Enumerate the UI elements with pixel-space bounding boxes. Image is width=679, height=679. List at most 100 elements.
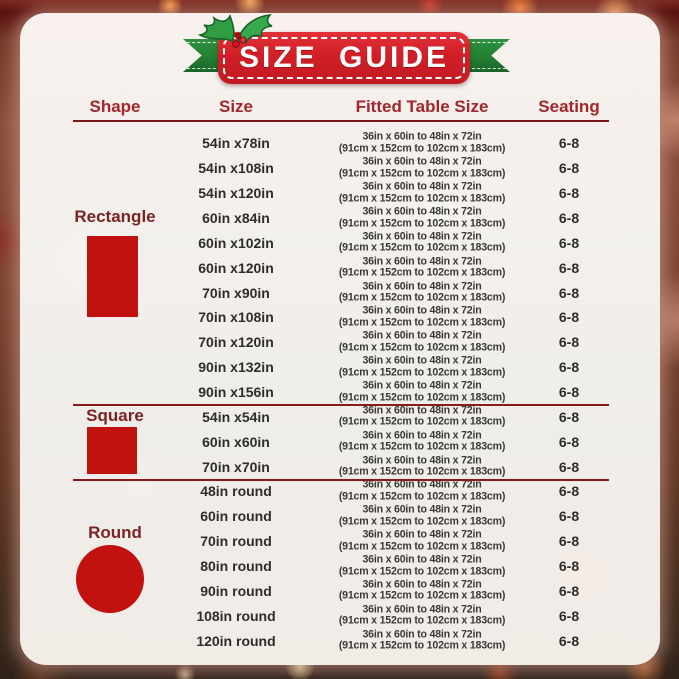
fitted-size-cm: (91cm x 152cm to 102cm x 183cm): [338, 415, 506, 428]
size-cell: 70in x90in: [202, 284, 270, 301]
fitted-table-size-cell: 36in x 60in to 48in x 72in (91cm x 152cm …: [322, 380, 522, 403]
size-cell: 90in round: [200, 582, 272, 599]
fitted-size-inches: 36in x 60in to 48in x 72in: [362, 628, 482, 641]
fitted-table-size-cell: 36in x 60in to 48in x 72in (91cm x 152cm …: [322, 604, 522, 627]
square-shape-icon: [87, 427, 137, 474]
table-row: 90in x132in 36in x 60in to 48in x 72in (91…: [20, 355, 660, 380]
size-cell: 70in x120in: [198, 334, 274, 351]
fitted-table-size-cell: 36in x 60in to 48in x 72in (91cm x 152cm …: [322, 579, 522, 602]
table-row: 70in x108in 36in x 60in to 48in x 72in (91…: [20, 305, 660, 330]
fitted-size-inches: 36in x 60in to 48in x 72in: [362, 205, 482, 218]
seating-cell: 6-8: [558, 284, 580, 301]
size-cell: 54in x54in: [202, 408, 270, 425]
section-label-round: Round: [88, 523, 142, 542]
header-underline: [73, 120, 609, 122]
size-cell: 70in round: [200, 533, 272, 550]
fitted-size-cm: (91cm x 152cm to 102cm x 183cm): [338, 565, 506, 578]
table-row: 60in x120in 36in x 60in to 48in x 72in (91…: [20, 255, 660, 280]
fitted-size-inches: 36in x 60in to 48in x 72in: [362, 155, 482, 168]
fitted-table-size-cell: 36in x 60in to 48in x 72in (91cm x 152cm …: [322, 554, 522, 577]
fitted-size-inches: 36in x 60in to 48in x 72in: [362, 329, 482, 342]
fitted-table-size-cell: 36in x 60in to 48in x 72in (91cm x 152cm …: [322, 628, 522, 652]
size-cell: 60in x60in: [202, 433, 270, 450]
fitted-table-size-cell: 36in x 60in to 48in x 72in (91cm x 152cm …: [322, 430, 522, 453]
fitted-size-inches: 36in x 60in to 48in x 72in: [362, 130, 482, 143]
table-row: 70in round 36in x 60in to 48in x 72in (91c…: [20, 529, 660, 554]
table-row: 54in x54in 36in x 60in to 48in x 72in (91c…: [20, 404, 660, 429]
size-guide-panel: SIZE GUIDE Shape Size Fitted Table Size …: [20, 13, 660, 665]
fitted-size-inches: 36in x 60in to 48in x 72in: [362, 180, 482, 193]
table-row: 120in round 36in x 60in to 48in x 72in (91…: [20, 628, 660, 653]
fitted-size-cm: (91cm x 152cm to 102cm x 183cm): [338, 192, 506, 205]
fitted-table-size-cell: 36in x 60in to 48in x 72in (91cm x 152cm …: [322, 503, 522, 528]
size-guide-banner: SIZE GUIDE: [218, 32, 470, 84]
seating-cell: 6-8: [558, 359, 580, 376]
table-row: 54in x78in 36in x 60in to 48in x 72in (91c…: [20, 131, 660, 156]
table-row: 80in round 36in x 60in to 48in x 72in (91c…: [20, 554, 660, 579]
fitted-size-cm: (91cm x 152cm to 102cm x 183cm): [338, 291, 506, 304]
fitted-size-cm: (91cm x 152cm to 102cm x 183cm): [338, 515, 506, 528]
fitted-size-inches: 36in x 60in to 48in x 72in: [362, 379, 482, 392]
section-label-rectangle: Rectangle: [74, 207, 156, 226]
seating-cell: 6-8: [558, 533, 580, 550]
seating-cell: 6-8: [558, 259, 580, 276]
seating-cell: 6-8: [558, 384, 580, 401]
fitted-size-cm: (91cm x 152cm to 102cm x 183cm): [338, 440, 506, 453]
column-header-seating: Seating: [538, 97, 600, 116]
fitted-size-inches: 36in x 60in to 48in x 72in: [362, 503, 482, 516]
column-header-shape: Shape: [89, 97, 141, 116]
fitted-size-inches: 36in x 60in to 48in x 72in: [362, 230, 482, 243]
fitted-size-cm: (91cm x 152cm to 102cm x 183cm): [338, 167, 506, 180]
size-cell: 60in x84in: [202, 210, 270, 226]
fitted-table-size-cell: 36in x 60in to 48in x 72in (91cm x 152cm …: [322, 329, 522, 354]
seating-cell: 6-8: [558, 508, 580, 525]
size-cell: 54in x120in: [198, 185, 274, 202]
fitted-size-inches: 36in x 60in to 48in x 72in: [362, 478, 482, 491]
section-divider: [73, 404, 609, 406]
size-cell: 48in round: [200, 483, 272, 500]
table-row: 108in round 36in x 60in to 48in x 72in (91…: [20, 603, 660, 628]
table-row: 90in x156in 36in x 60in to 48in x 72in (91…: [20, 380, 660, 405]
size-cell: 70in x108in: [198, 309, 274, 326]
seating-cell: 6-8: [558, 135, 580, 152]
size-table-rows: 54in x78in 36in x 60in to 48in x 72in (91c…: [20, 131, 660, 653]
fitted-size-cm: (91cm x 152cm to 102cm x 183cm): [338, 391, 506, 404]
fitted-size-cm: (91cm x 152cm to 102cm x 183cm): [338, 142, 506, 155]
table-row: 60in x60in 36in x 60in to 48in x 72in (91c…: [20, 429, 660, 454]
fitted-size-cm: (91cm x 152cm to 102cm x 183cm): [338, 241, 506, 254]
size-cell: 54in x78in: [202, 135, 270, 152]
fitted-table-size-cell: 36in x 60in to 48in x 72in (91cm x 152cm …: [322, 405, 522, 428]
fitted-size-cm: (91cm x 152cm to 102cm x 183cm): [338, 316, 506, 329]
fitted-table-size-cell: 36in x 60in to 48in x 72in (91cm x 152cm …: [322, 478, 522, 503]
page-title: SIZE GUIDE: [238, 41, 450, 74]
table-row: 54in x120in 36in x 60in to 48in x 72in (91…: [20, 181, 660, 206]
fitted-size-inches: 36in x 60in to 48in x 72in: [362, 454, 482, 466]
fitted-size-cm: (91cm x 152cm to 102cm x 183cm): [338, 465, 506, 478]
ribbon-stitch: [436, 42, 506, 69]
size-cell: 80in round: [200, 558, 272, 575]
size-cell: 108in round: [196, 607, 276, 624]
table-row: 60in round 36in x 60in to 48in x 72in (91c…: [20, 504, 660, 529]
fitted-size-inches: 36in x 60in to 48in x 72in: [362, 429, 482, 442]
size-cell: 60in x120in: [198, 259, 274, 276]
table-row: 60in x84in 36in x 60in to 48in x 72in (91c…: [20, 206, 660, 231]
table-row: 70in x70in 36in x 60in to 48in x 72in (91c…: [20, 454, 660, 479]
seating-cell: 6-8: [558, 558, 580, 575]
fitted-table-size-cell: 36in x 60in to 48in x 72in (91cm x 152cm …: [322, 206, 522, 229]
seating-cell: 6-8: [558, 582, 580, 599]
seating-cell: 6-8: [558, 433, 580, 450]
rectangle-shape-icon: [87, 236, 138, 317]
fitted-table-size-cell: 36in x 60in to 48in x 72in (91cm x 152cm …: [322, 454, 522, 478]
fitted-size-inches: 36in x 60in to 48in x 72in: [362, 603, 482, 616]
fitted-size-cm: (91cm x 152cm to 102cm x 183cm): [338, 614, 506, 627]
table-row: 54in x108in 36in x 60in to 48in x 72in (91…: [20, 156, 660, 181]
column-header-fitted-table-size: Fitted Table Size: [355, 97, 489, 116]
fitted-table-size-cell: 36in x 60in to 48in x 72in (91cm x 152cm …: [322, 180, 522, 205]
section-label-square: Square: [86, 406, 144, 425]
fitted-size-cm: (91cm x 152cm to 102cm x 183cm): [338, 217, 506, 229]
size-cell: 90in x156in: [198, 384, 274, 401]
holly-icon: [197, 13, 273, 48]
fitted-size-inches: 36in x 60in to 48in x 72in: [362, 528, 482, 541]
fitted-table-size-cell: 36in x 60in to 48in x 72in (91cm x 152cm …: [322, 280, 522, 304]
seating-cell: 6-8: [558, 309, 580, 326]
